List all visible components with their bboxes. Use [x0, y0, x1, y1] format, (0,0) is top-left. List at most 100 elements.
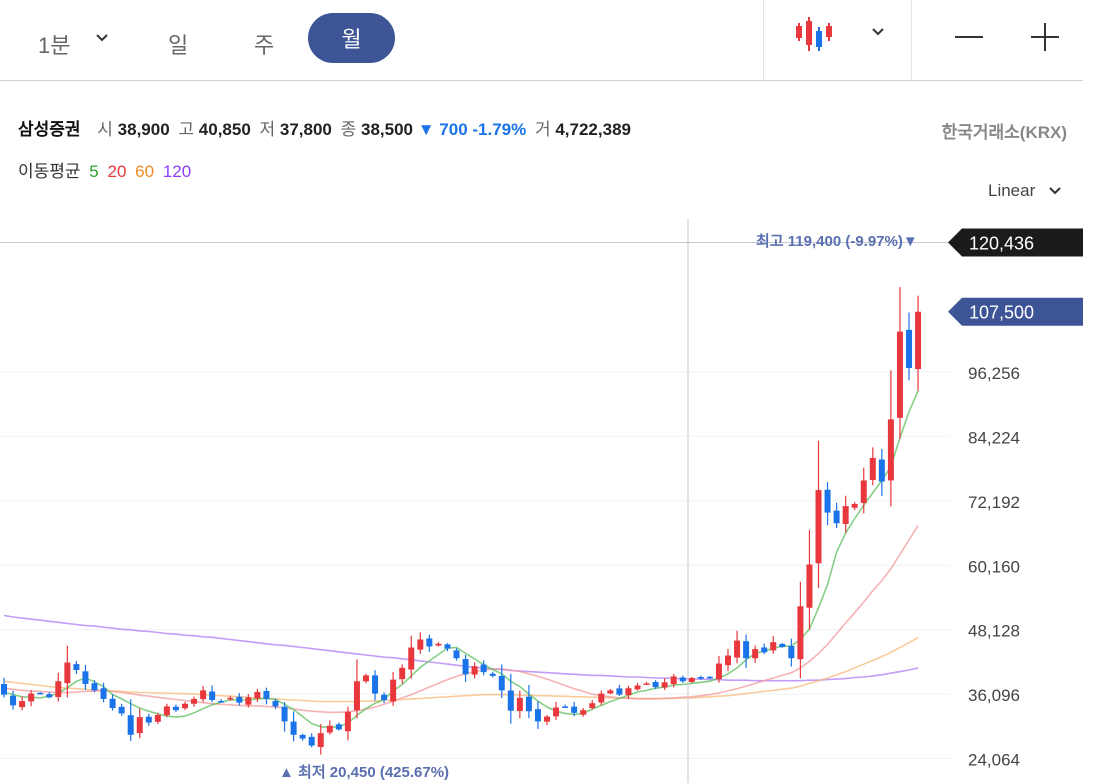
- candle-body: [725, 655, 731, 666]
- candle-body: [426, 638, 433, 647]
- chevron-down-icon[interactable]: [95, 33, 109, 43]
- candle-body: [833, 510, 840, 524]
- ma-120: 120: [162, 162, 192, 181]
- candle-body: [344, 711, 351, 732]
- open-label: 시: [97, 120, 113, 139]
- candle-body: [688, 678, 695, 682]
- candle-body: [209, 691, 216, 700]
- candle-body: [390, 679, 397, 702]
- candle-body: [154, 714, 161, 722]
- candle-body: [444, 644, 451, 649]
- candle-body: [363, 675, 369, 682]
- candle-body: [806, 564, 813, 608]
- high-value: 40,850: [198, 120, 251, 139]
- candle-body: [770, 642, 777, 651]
- change-value: ▼ 700 -1.79%: [417, 120, 527, 139]
- candle-body: [200, 690, 207, 700]
- ma20-line: [3, 524, 919, 714]
- scale-select[interactable]: Linear: [988, 181, 1062, 201]
- candle-body: [743, 641, 750, 659]
- tab-day[interactable]: 일: [168, 33, 189, 58]
- candle-body: [906, 329, 912, 368]
- plus-icon[interactable]: [1031, 23, 1059, 51]
- candle-body: [326, 725, 333, 733]
- candle-body: [562, 706, 569, 708]
- candle-body: [19, 701, 26, 708]
- close-value: 38,500: [361, 120, 413, 139]
- y-tick-label: 60,160: [968, 557, 1020, 576]
- chevron-down-icon[interactable]: [871, 27, 885, 37]
- y-tick-label: 24,064: [968, 751, 1020, 770]
- candle-body: [299, 734, 306, 739]
- candle-body: [715, 663, 722, 680]
- y-tick-label: 84,224: [968, 428, 1020, 447]
- chart-toolbar: 1분 일 주 월: [0, 0, 1083, 81]
- interval-select[interactable]: 1분: [38, 33, 71, 58]
- candle-body: [10, 695, 17, 706]
- candle-body: [860, 480, 867, 503]
- candle-body: [335, 724, 342, 730]
- candle-body: [236, 696, 243, 703]
- ma60-line: [3, 636, 919, 703]
- candle-body: [797, 606, 804, 660]
- candle-body: [752, 649, 759, 659]
- candle-body: [534, 709, 541, 722]
- candle-body: [372, 675, 379, 694]
- tab-week[interactable]: 주: [254, 33, 275, 58]
- candle-body: [580, 710, 587, 715]
- exchange-label: 한국거래소(KRX): [941, 123, 1067, 142]
- candle-body: [571, 706, 578, 713]
- volume-label: 거: [534, 120, 551, 139]
- candle-body: [697, 677, 704, 679]
- candle-body: [887, 419, 894, 481]
- ma-label: 이동평균: [18, 162, 81, 181]
- candlestick-icon[interactable]: [795, 17, 835, 53]
- candle-body: [408, 647, 415, 670]
- candle-body: [625, 688, 632, 696]
- scale-label: Linear: [988, 181, 1036, 200]
- candle-body: [127, 715, 134, 735]
- candle-body: [815, 490, 822, 564]
- price-summary: 삼성증권 시 38,900 고 40,850 저 37,800 종 38,500…: [18, 115, 631, 140]
- candle-body: [869, 457, 876, 480]
- toolbar-divider: [763, 0, 764, 80]
- candle-body: [381, 694, 388, 700]
- y-tick-label: 48,128: [968, 622, 1020, 641]
- max-annotation: 최고 119,400 (-9.97%)▼: [756, 232, 918, 250]
- tab-month[interactable]: 월: [308, 13, 395, 63]
- candle-body: [598, 693, 605, 703]
- candle-body: [1, 683, 7, 695]
- current-price-label: 107,500: [969, 303, 1034, 323]
- candle-body: [308, 736, 315, 746]
- chevron-down-icon: [1049, 187, 1061, 195]
- moving-average-legend[interactable]: 이동평균 5 20 60 120: [18, 157, 191, 182]
- candle-body: [525, 696, 532, 712]
- y-tick-label: 72,192: [968, 493, 1020, 512]
- candle-body: [824, 489, 831, 513]
- candle-body: [37, 692, 44, 695]
- candle-body: [634, 685, 641, 690]
- candle-body: [55, 681, 62, 698]
- candle-body: [172, 706, 179, 711]
- ma120-line: [3, 614, 919, 682]
- current-price-tag: [948, 297, 1083, 326]
- ma-20: 20: [107, 162, 127, 181]
- candle-body: [670, 676, 677, 685]
- y-tick-label: 36,096: [968, 686, 1020, 705]
- stock-name: 삼성증권: [18, 120, 81, 139]
- candle-body: [218, 700, 225, 703]
- candle-body: [109, 698, 116, 709]
- close-label: 종: [340, 120, 357, 139]
- candle-body: [353, 681, 360, 711]
- candle-body: [661, 682, 668, 688]
- candle-body: [489, 673, 496, 676]
- ma5-line: [3, 390, 919, 729]
- candle-body: [254, 691, 261, 699]
- candle-body: [779, 643, 786, 647]
- candle-body: [118, 706, 125, 714]
- minus-icon[interactable]: [955, 24, 983, 52]
- candle-body: [734, 640, 741, 658]
- candle-body: [480, 664, 487, 673]
- low-label: 저: [259, 120, 276, 139]
